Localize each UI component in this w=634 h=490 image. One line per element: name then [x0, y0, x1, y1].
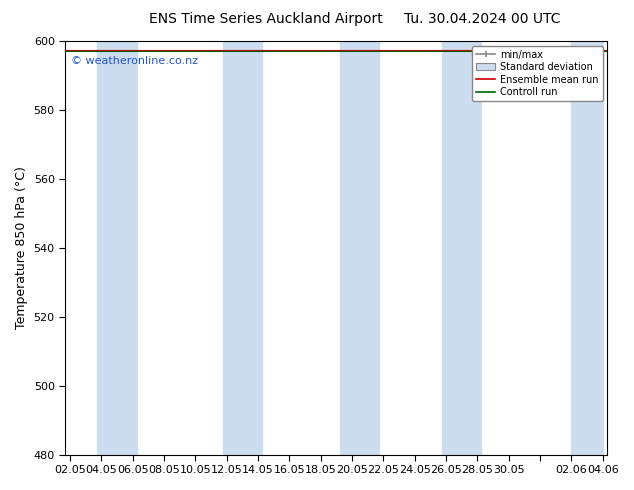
Bar	[223, 41, 262, 455]
Text: © weatheronline.co.nz: © weatheronline.co.nz	[70, 55, 198, 66]
Text: Tu. 30.04.2024 00 UTC: Tu. 30.04.2024 00 UTC	[404, 12, 560, 26]
Bar	[442, 41, 481, 455]
Bar	[340, 41, 379, 455]
Text: ENS Time Series Auckland Airport: ENS Time Series Auckland Airport	[150, 12, 383, 26]
Bar	[98, 41, 136, 455]
Legend: min/max, Standard deviation, Ensemble mean run, Controll run: min/max, Standard deviation, Ensemble me…	[472, 46, 602, 101]
Y-axis label: Temperature 850 hPa (°C): Temperature 850 hPa (°C)	[15, 167, 28, 329]
Bar	[571, 41, 603, 455]
